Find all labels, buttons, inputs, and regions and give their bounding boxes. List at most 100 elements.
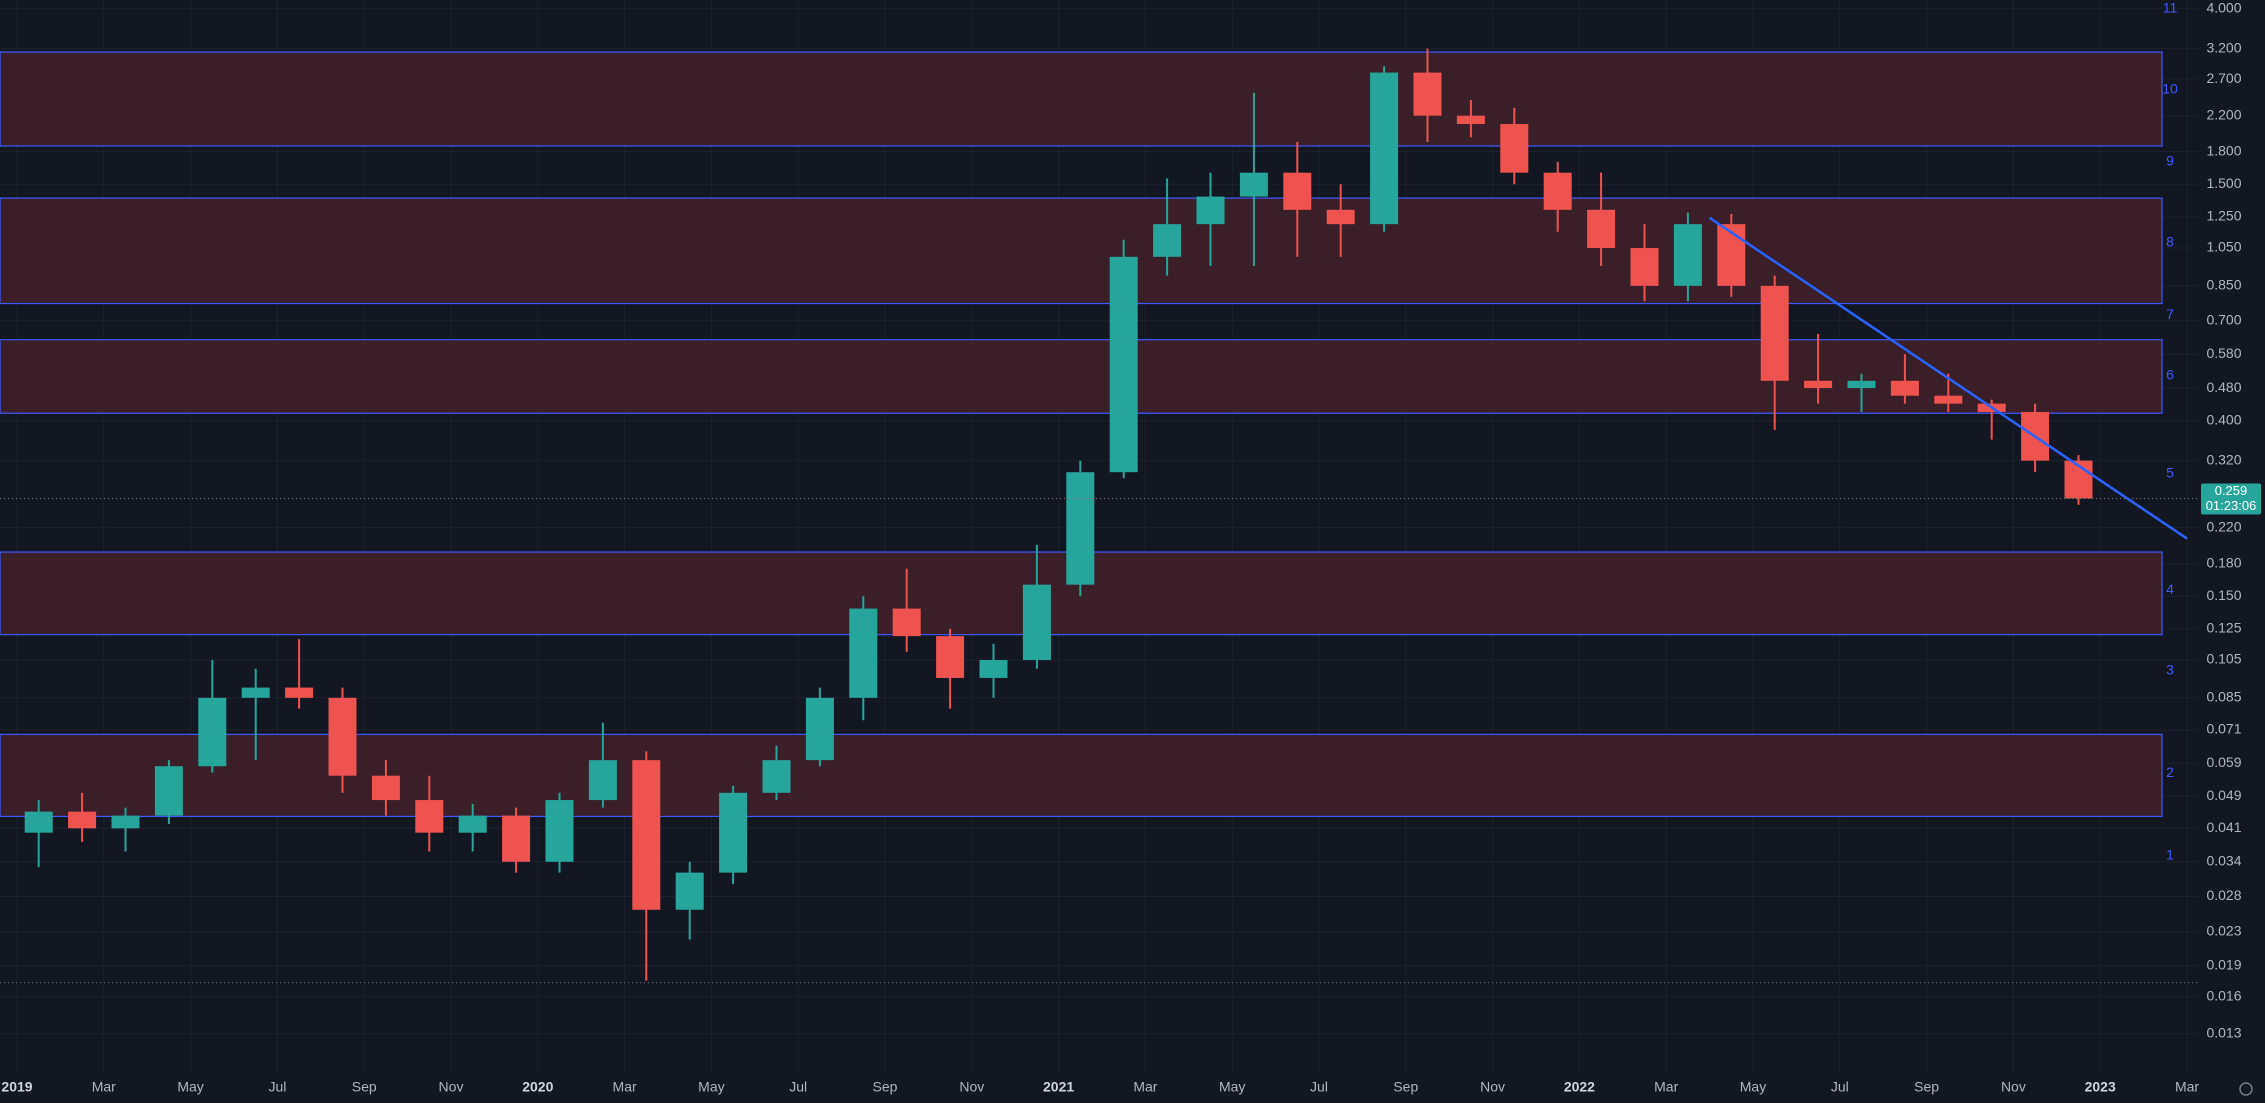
candle-body	[1630, 248, 1659, 286]
candle-body	[545, 800, 574, 862]
candle-body	[458, 815, 487, 833]
y-tick-label: 1.800	[2206, 142, 2241, 158]
candle-body	[1456, 115, 1485, 125]
y-tick-label: 0.028	[2206, 887, 2241, 903]
candle-body	[1413, 72, 1442, 116]
price-label: 0.259	[2215, 483, 2248, 498]
level-label: 5	[2166, 465, 2174, 481]
candle-body	[936, 636, 965, 678]
y-tick-label: 0.041	[2206, 819, 2241, 835]
candle-body	[1717, 224, 1746, 286]
y-tick-label: 0.400	[2206, 411, 2241, 427]
y-tick-label: 0.059	[2206, 754, 2241, 770]
y-tick-label: 1.250	[2206, 208, 2241, 224]
candle-body	[241, 687, 270, 698]
x-tick-label: 2019	[1, 1079, 32, 1095]
x-tick-label: May	[1219, 1079, 1245, 1095]
y-tick-label: 0.013	[2206, 1024, 2241, 1040]
candle-body	[502, 815, 531, 862]
x-tick-label: Nov	[1480, 1079, 1505, 1095]
candle-body	[1587, 209, 1616, 249]
y-tick-label: 3.200	[2206, 39, 2241, 55]
candle-body	[1239, 172, 1268, 197]
level-label: 3	[2166, 661, 2174, 677]
candle-body	[719, 792, 748, 873]
x-tick-label: Mar	[2175, 1079, 2199, 1095]
x-tick-label: Mar	[613, 1079, 637, 1095]
x-tick-label: 2022	[1564, 1079, 1595, 1095]
candle-body	[24, 811, 53, 833]
y-tick-label: 0.320	[2206, 451, 2241, 467]
x-tick-label: 2023	[2085, 1079, 2116, 1095]
level-label: 10	[2162, 80, 2178, 96]
y-tick-label: 0.019	[2206, 957, 2241, 973]
trendline	[1708, 216, 2188, 540]
candle-body	[1804, 380, 1833, 389]
x-tick-label: Sep	[1914, 1079, 1939, 1095]
y-tick-label: 1.500	[2206, 175, 2241, 191]
countdown: 01:23:06	[2206, 498, 2257, 513]
y-tick-label: 0.580	[2206, 345, 2241, 361]
y-tick-label: 0.085	[2206, 689, 2241, 705]
y-tick-label: 4.000	[2206, 0, 2241, 15]
x-tick-label: Jul	[789, 1079, 807, 1095]
candle-body	[1673, 224, 1702, 286]
y-tick-label: 2.700	[2206, 70, 2241, 86]
y-tick-label: 0.480	[2206, 379, 2241, 395]
candle-body	[328, 697, 357, 776]
level-label: 1	[2166, 846, 2174, 862]
zone	[0, 339, 2163, 414]
level-label: 11	[2163, 0, 2178, 15]
candle-body	[762, 760, 791, 793]
x-tick-label: Jul	[1831, 1079, 1849, 1095]
zone	[0, 197, 2163, 305]
x-tick-label: Sep	[1393, 1079, 1418, 1095]
y-tick-label: 0.071	[2206, 721, 2241, 737]
candle-body	[111, 815, 140, 829]
level-label: 9	[2166, 153, 2174, 169]
settings-icon[interactable]	[2239, 1082, 2253, 1096]
candle-body	[1370, 72, 1399, 225]
y-tick-label: 0.034	[2206, 852, 2241, 868]
candle-body	[1283, 172, 1312, 210]
candle-body	[285, 687, 314, 698]
x-tick-label: Jul	[1310, 1079, 1328, 1095]
y-tick-label: 0.150	[2206, 587, 2241, 603]
level-label: 4	[2166, 581, 2174, 597]
candle-body	[1066, 472, 1095, 585]
candles	[24, 48, 2093, 981]
x-tick-label: Nov	[439, 1079, 464, 1095]
candle-body	[154, 766, 183, 816]
level-label: 8	[2166, 234, 2174, 250]
y-tick-label: 0.220	[2206, 518, 2241, 534]
y-tick-label: 0.180	[2206, 554, 2241, 570]
x-tick-label: 2021	[1043, 1079, 1074, 1095]
x-tick-label: Mar	[92, 1079, 116, 1095]
level-label: 2	[2166, 764, 2174, 780]
y-tick-label: 0.125	[2206, 620, 2241, 636]
x-tick-label: Sep	[873, 1079, 898, 1095]
candle-body	[849, 608, 878, 698]
y-tick-label: 0.850	[2206, 277, 2241, 293]
x-tick-label: May	[698, 1079, 724, 1095]
candle-body	[1326, 209, 1355, 225]
x-tick-label: Mar	[1654, 1079, 1678, 1095]
y-tick-label: 0.105	[2206, 651, 2241, 667]
y-tick-label: 0.016	[2206, 987, 2241, 1003]
candle-body	[1934, 395, 1963, 404]
candle-body	[68, 811, 97, 829]
candle-body	[1847, 380, 1876, 389]
level-label: 7	[2166, 306, 2174, 322]
candle-body	[675, 872, 704, 910]
candle-body	[1196, 196, 1225, 225]
x-tick-label: May	[1740, 1079, 1766, 1095]
zone	[0, 733, 2163, 818]
level-label: 6	[2166, 367, 2174, 383]
price-label-box	[2201, 483, 2261, 515]
x-tick-label: Sep	[352, 1079, 377, 1095]
zone	[0, 51, 2163, 147]
overlays	[0, 216, 2198, 984]
candle-body	[805, 697, 834, 761]
